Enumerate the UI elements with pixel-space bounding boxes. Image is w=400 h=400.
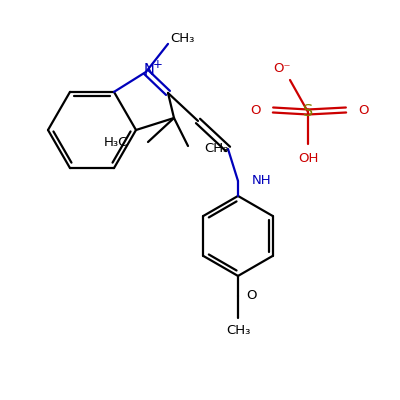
Text: H₃C: H₃C: [104, 136, 128, 150]
Text: CH₃: CH₃: [204, 142, 228, 156]
Text: OH: OH: [298, 152, 318, 164]
Text: O: O: [246, 290, 256, 302]
Text: N: N: [144, 63, 154, 78]
Text: CH₃: CH₃: [226, 324, 250, 338]
Text: NH: NH: [252, 174, 272, 188]
Text: +: +: [153, 58, 163, 71]
Text: S: S: [303, 104, 313, 120]
Text: O: O: [358, 104, 368, 116]
Text: O⁻: O⁻: [273, 62, 291, 74]
Text: CH₃: CH₃: [170, 32, 194, 45]
Text: O: O: [250, 104, 261, 116]
